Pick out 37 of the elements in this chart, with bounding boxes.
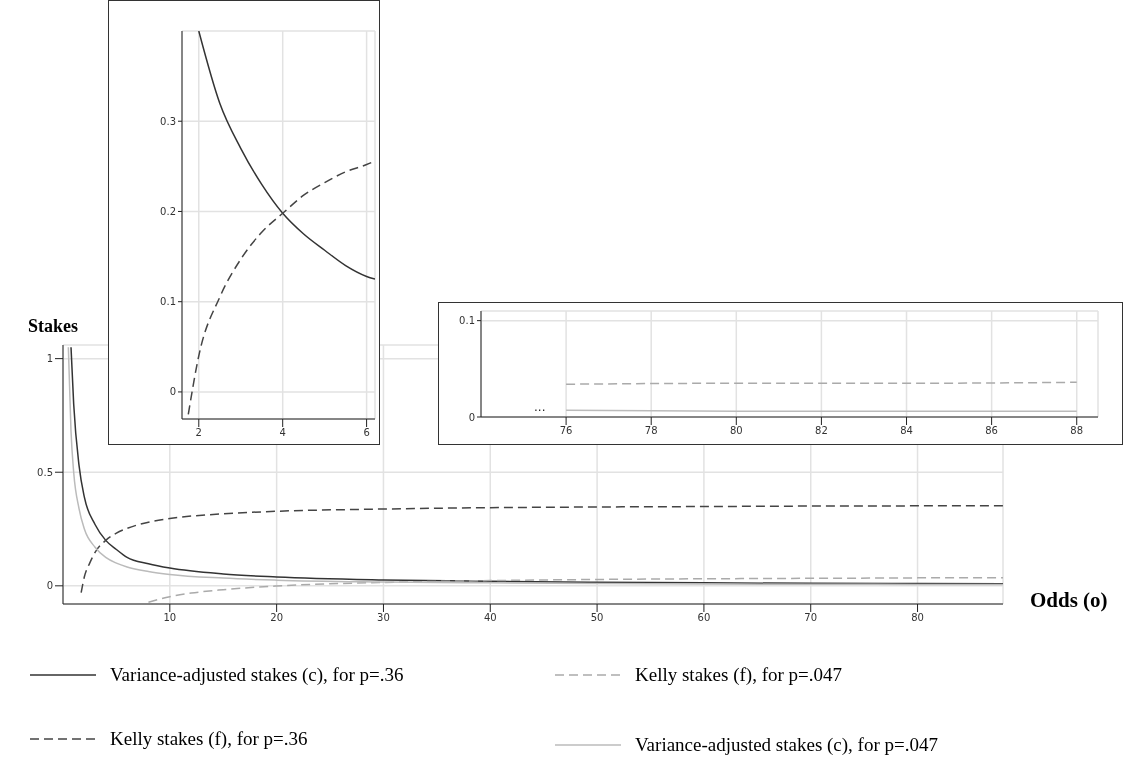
x-tick-label: 20: [270, 612, 283, 624]
y-tick-label: 0: [46, 580, 53, 592]
x-tick-label: 4: [279, 427, 286, 439]
y-tick-label: 0.1: [459, 315, 475, 327]
x-tick-label: 76: [559, 425, 573, 437]
legend-label: Variance-adjusted stakes (c), for p=.36: [110, 664, 404, 686]
y-tick-label: 0.5: [37, 466, 53, 478]
x-tick-label: 80: [911, 612, 924, 624]
x-axis-title: Odds (o): [1030, 588, 1108, 613]
y-tick-label: 0: [169, 386, 176, 398]
x-tick-label: 6: [363, 427, 370, 439]
x-tick-label: 70: [804, 612, 818, 624]
y-axis-title: Stakes: [28, 316, 79, 337]
y-tick-label: 0.2: [160, 206, 176, 218]
legend-label: Variance-adjusted stakes (c), for p=.047: [635, 734, 938, 756]
line-series: [198, 31, 375, 280]
x-tick-label: 40: [483, 612, 497, 624]
x-tick-label: 2: [195, 427, 202, 439]
x-tick-label: 78: [644, 425, 658, 437]
line-series: [80, 504, 1003, 594]
x-tick-label: 50: [590, 612, 604, 624]
x-tick-label: 88: [1070, 425, 1084, 437]
legend-label: Kelly stakes (f), for p=.36: [110, 728, 308, 750]
x-tick-label: 80: [729, 425, 743, 437]
x-tick-label: 84: [900, 425, 913, 437]
legend-label: Kelly stakes (f), for p=.047: [635, 664, 842, 686]
y-tick-label: 0: [468, 411, 475, 423]
y-tick-label: 1: [46, 353, 53, 365]
x-tick-label: 10: [163, 612, 177, 624]
x-tick-label: 86: [985, 425, 998, 437]
x-tick-label: 60: [697, 612, 711, 624]
line-series: [147, 576, 1003, 603]
x-tick-label: 30: [377, 612, 390, 624]
y-tick-label: 0.1: [160, 296, 176, 308]
x-tick-label: 82: [815, 425, 828, 437]
annotation: ...: [534, 400, 546, 414]
y-tick-label: 0.3: [160, 115, 176, 127]
